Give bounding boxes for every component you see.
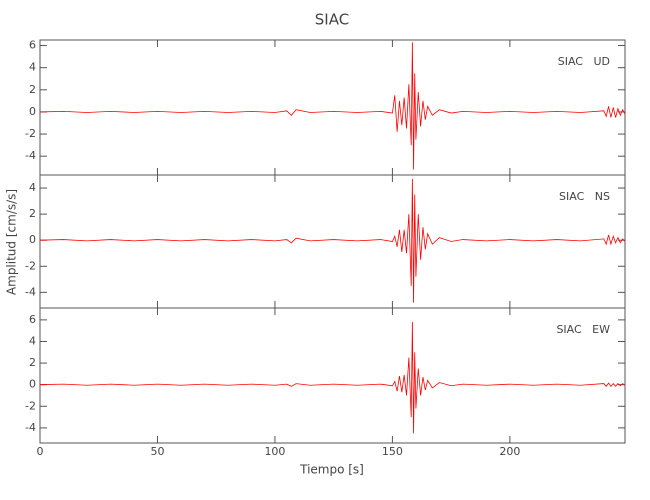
panel-label: SIAC EW bbox=[556, 323, 610, 336]
x-tick-label: 200 bbox=[499, 445, 520, 458]
y-tick-label: 2 bbox=[29, 83, 36, 96]
y-tick-label: 6 bbox=[29, 39, 36, 52]
y-tick-label: -2 bbox=[25, 399, 36, 412]
y-tick-label: -2 bbox=[25, 259, 36, 272]
panel-label: SIAC NS bbox=[559, 190, 610, 203]
y-tick-label: 0 bbox=[29, 378, 36, 391]
y-tick-label: 0 bbox=[29, 233, 36, 246]
panel-label: SIAC UD bbox=[558, 55, 610, 68]
chart-title: SIAC bbox=[315, 11, 349, 29]
y-tick-label: 0 bbox=[29, 105, 36, 118]
trace bbox=[39, 322, 626, 434]
y-tick-label: -2 bbox=[25, 127, 36, 140]
y-tick-label: 4 bbox=[29, 181, 36, 194]
x-tick-label: 150 bbox=[382, 445, 403, 458]
y-tick-label: 2 bbox=[29, 356, 36, 369]
x-tick-label: 0 bbox=[37, 445, 44, 458]
x-tick-label: 100 bbox=[264, 445, 285, 458]
y-tick-label: -4 bbox=[25, 421, 36, 434]
y-tick-label: -4 bbox=[25, 285, 36, 298]
panel-frame bbox=[39, 174, 626, 309]
panel-frame bbox=[39, 39, 626, 176]
y-tick-label: -4 bbox=[25, 149, 36, 162]
y-tick-label: 4 bbox=[29, 61, 36, 74]
panel-frame bbox=[39, 307, 626, 444]
y-axis-label: Amplitud [cm/s/s] bbox=[5, 189, 19, 295]
y-tick-label: 4 bbox=[29, 334, 36, 347]
x-axis-label: Tiempo [s] bbox=[299, 463, 364, 477]
y-tick-label: 6 bbox=[29, 313, 36, 326]
y-tick-label: 2 bbox=[29, 207, 36, 220]
x-tick-label: 50 bbox=[150, 445, 164, 458]
trace bbox=[39, 178, 626, 303]
trace bbox=[39, 42, 626, 170]
